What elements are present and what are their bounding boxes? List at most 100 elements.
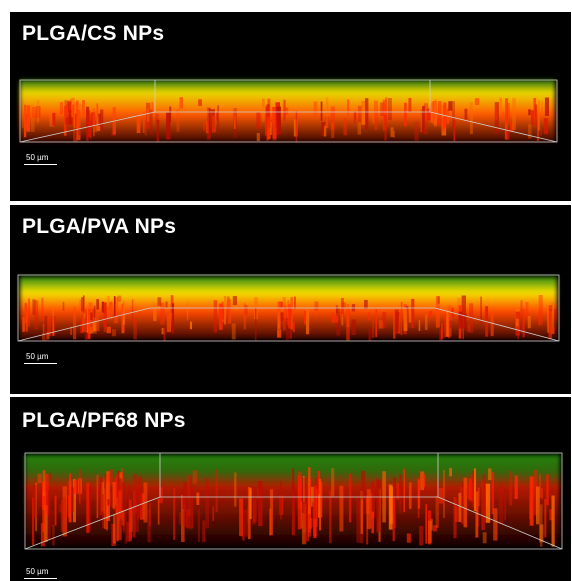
signal-streak xyxy=(114,297,119,324)
bounding-box xyxy=(17,274,560,342)
signal-streak xyxy=(102,313,106,321)
signal-streak xyxy=(44,316,48,341)
signal-streak xyxy=(341,314,344,326)
panel-title: PLGA/PVA NPs xyxy=(22,215,177,238)
signal-streak xyxy=(49,110,55,127)
signal-streak xyxy=(59,102,63,115)
signal-streak xyxy=(93,317,97,332)
signal-streak xyxy=(304,310,307,325)
signal-streak xyxy=(452,101,455,128)
signal-streak xyxy=(361,101,366,125)
signal-streak xyxy=(443,469,445,518)
signal-streak xyxy=(54,495,57,526)
signal-streak xyxy=(128,499,132,542)
signal-streak xyxy=(205,478,209,529)
signal-streak xyxy=(371,481,375,518)
signal-streak xyxy=(86,482,90,533)
signal-streak xyxy=(353,111,356,125)
signal-streak xyxy=(367,312,370,321)
signal-streak xyxy=(430,518,433,531)
signal-streak xyxy=(378,320,384,329)
signal-streak xyxy=(52,305,54,336)
signal-streak xyxy=(60,499,65,532)
signal-streak xyxy=(477,487,480,507)
signal-streak xyxy=(239,498,243,537)
signal-streak xyxy=(42,491,46,533)
signal-streak xyxy=(249,488,252,520)
signal-streak xyxy=(488,468,492,481)
signal-streak xyxy=(411,298,415,329)
signal-streak xyxy=(69,473,71,523)
signal-streak xyxy=(93,125,98,133)
signal-streak xyxy=(269,489,274,535)
signal-streak xyxy=(448,101,453,111)
signal-streak xyxy=(79,299,82,310)
signal-streak xyxy=(297,475,302,530)
signal-streak xyxy=(256,112,261,129)
signal-streak xyxy=(189,321,192,330)
signal-streak xyxy=(149,503,151,526)
signal-streak xyxy=(331,312,334,323)
signal-streak xyxy=(435,296,440,328)
signal-streak xyxy=(52,524,55,546)
signal-streak xyxy=(277,301,281,329)
signal-streak xyxy=(110,487,114,507)
panel-title: PLGA/CS NPs xyxy=(22,22,165,45)
signal-streak xyxy=(346,304,350,328)
signal-streak xyxy=(446,309,449,337)
signal-streak xyxy=(101,301,104,313)
signal-streak xyxy=(357,122,362,135)
signal-streak xyxy=(308,467,311,515)
signal-streak xyxy=(475,491,479,538)
signal-streak xyxy=(366,489,371,530)
signal-streak xyxy=(52,112,56,126)
signal-streak xyxy=(546,474,549,506)
signal-streak xyxy=(522,308,525,338)
signal-streak xyxy=(320,101,323,121)
signal-streak xyxy=(419,526,424,546)
signal-streak xyxy=(144,121,147,136)
signal-streak xyxy=(32,497,35,546)
signal-streak xyxy=(393,131,395,138)
signal-streak xyxy=(400,301,403,336)
signal-streak xyxy=(404,102,407,127)
bounding-box xyxy=(24,452,563,550)
signal-streak xyxy=(70,326,72,335)
signal-streak xyxy=(119,472,123,479)
signal-streak xyxy=(160,302,165,325)
panel-plga-pf68: PLGA/PF68 NPs 50 µm xyxy=(10,397,571,581)
signal-streak xyxy=(336,308,341,336)
signal-streak xyxy=(262,98,265,108)
signal-streak xyxy=(457,297,461,309)
signal-streak xyxy=(112,482,117,509)
signal-streak xyxy=(461,482,465,525)
signal-streak xyxy=(114,477,117,512)
signal-streak xyxy=(202,520,206,543)
signal-streak xyxy=(283,317,286,328)
signal-streak xyxy=(99,477,103,516)
signal-streak xyxy=(62,301,65,311)
signal-streak xyxy=(244,305,248,315)
signal-streak xyxy=(380,102,385,116)
signal-streak xyxy=(465,488,468,497)
signal-streak xyxy=(96,299,100,310)
signal-streak xyxy=(132,473,138,515)
signal-streak xyxy=(34,300,39,330)
signal-streak xyxy=(217,105,220,134)
signal-streak xyxy=(399,474,402,505)
signal-streak xyxy=(392,496,395,541)
signal-streak xyxy=(425,504,427,544)
signal-streak xyxy=(280,312,284,322)
signal-streak xyxy=(504,489,506,521)
signal-streak xyxy=(420,109,422,133)
signal-streak xyxy=(72,479,76,523)
confocal-volume-render xyxy=(19,79,558,143)
signal-streak xyxy=(157,498,160,525)
signal-streak xyxy=(181,495,185,542)
signal-streak xyxy=(467,324,470,332)
signal-streak xyxy=(78,468,81,504)
signal-streak xyxy=(82,295,85,314)
signal-streak xyxy=(176,109,180,132)
signal-streak xyxy=(371,511,375,534)
signal-streak xyxy=(78,127,81,136)
